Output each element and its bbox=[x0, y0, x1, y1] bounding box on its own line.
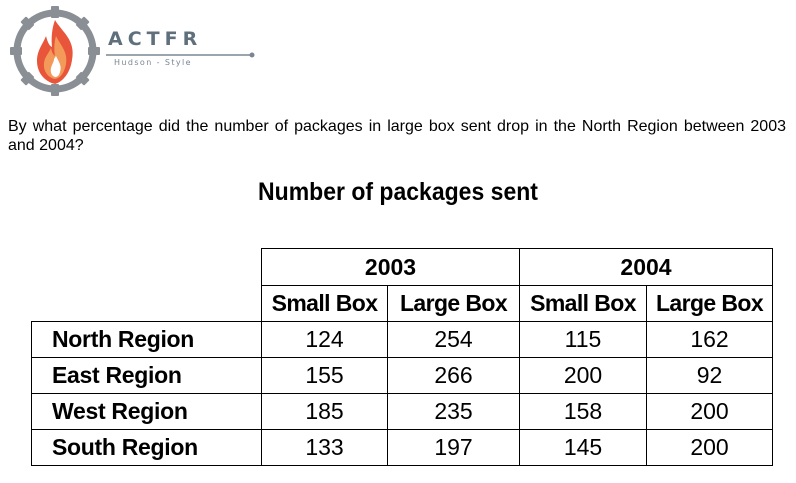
box-header-row: Small Box Large Box Small Box Large Box bbox=[31, 285, 773, 322]
table-cell: 266 bbox=[387, 357, 520, 394]
year-header: 2004 bbox=[519, 248, 773, 286]
empty-corner-cell bbox=[31, 285, 262, 322]
table-cell: 197 bbox=[387, 429, 520, 466]
table-row: East Region 155 266 200 92 bbox=[31, 357, 773, 394]
empty-corner-cell bbox=[31, 248, 262, 286]
table-row: West Region 185 235 158 200 bbox=[31, 393, 773, 430]
brand-underline bbox=[106, 52, 255, 58]
brand-name: ACTFR bbox=[108, 28, 203, 50]
flame-in-gear-icon bbox=[10, 6, 100, 96]
packages-table: 2003 2004 Small Box Large Box Small Box … bbox=[31, 248, 773, 466]
column-header: Small Box bbox=[519, 285, 647, 322]
brand-tagline: Hudson - Style bbox=[114, 58, 192, 67]
row-header: East Region bbox=[31, 357, 262, 394]
column-header: Large Box bbox=[646, 285, 773, 322]
table-cell: 158 bbox=[519, 393, 647, 430]
table-row: North Region 124 254 115 162 bbox=[31, 321, 773, 358]
table-cell: 124 bbox=[261, 321, 388, 358]
year-header-row: 2003 2004 bbox=[31, 248, 773, 286]
row-header: South Region bbox=[31, 429, 262, 466]
table-cell: 115 bbox=[519, 321, 647, 358]
row-header: North Region bbox=[31, 321, 262, 358]
table-cell: 162 bbox=[646, 321, 773, 358]
table-row: South Region 133 197 145 200 bbox=[31, 429, 773, 466]
table-title: Number of packages sent bbox=[258, 178, 538, 206]
table-cell: 200 bbox=[646, 393, 773, 430]
table-cell: 254 bbox=[387, 321, 520, 358]
table-cell: 133 bbox=[261, 429, 388, 466]
row-header: West Region bbox=[31, 393, 262, 430]
table-cell: 200 bbox=[519, 357, 647, 394]
table-cell: 200 bbox=[646, 429, 773, 466]
table-cell: 235 bbox=[387, 393, 520, 430]
table-cell: 92 bbox=[646, 357, 773, 394]
brand-block: ACTFR Hudson - Style bbox=[106, 28, 255, 67]
year-header: 2003 bbox=[261, 248, 520, 286]
question-text: By what percentage did the number of pac… bbox=[8, 118, 786, 154]
column-header: Large Box bbox=[387, 285, 520, 322]
table-cell: 145 bbox=[519, 429, 647, 466]
table-cell: 155 bbox=[261, 357, 388, 394]
column-header: Small Box bbox=[261, 285, 388, 322]
table-cell: 185 bbox=[261, 393, 388, 430]
